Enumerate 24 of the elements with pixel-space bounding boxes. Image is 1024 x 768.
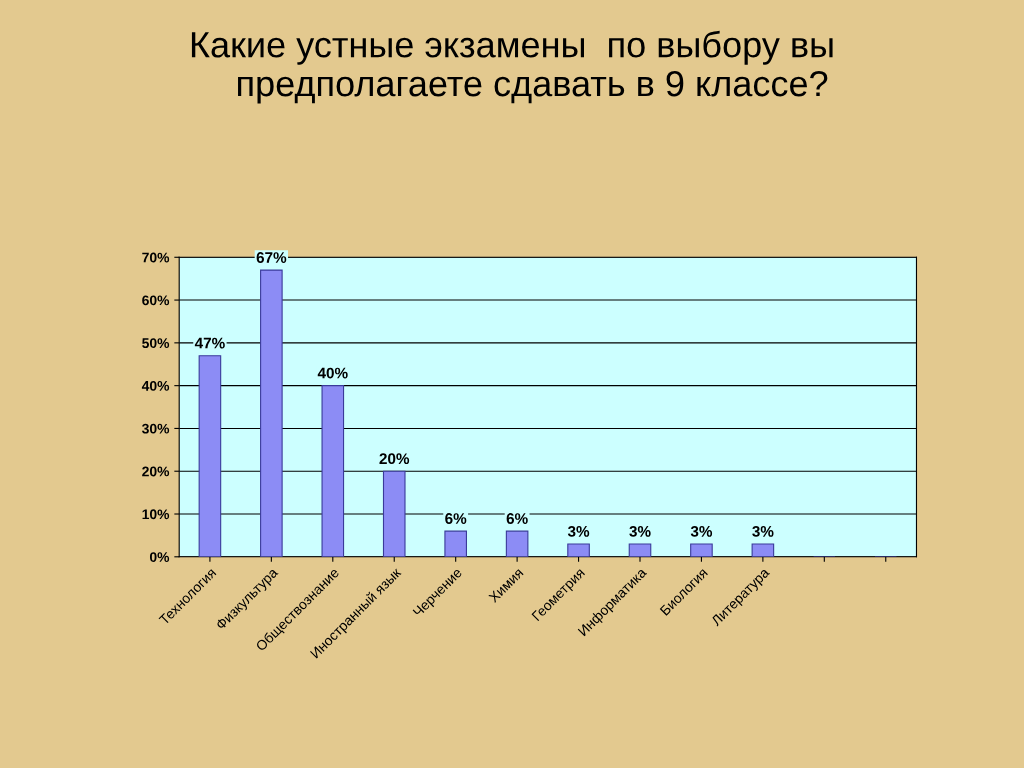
y-tick-label: 20% bbox=[142, 466, 170, 477]
chart-title: Какие устные экзамены по выбору вы предполагаете сдавать в 9 классе? bbox=[191, 30, 833, 104]
y-tick-label: 50% bbox=[142, 338, 170, 349]
data-label: 3% bbox=[752, 525, 774, 537]
y-tick-label: 70% bbox=[142, 252, 170, 263]
data-label: 67% bbox=[256, 252, 287, 263]
y-tick-label: 40% bbox=[141, 380, 170, 391]
data-label: 20% bbox=[379, 453, 410, 465]
data-label: 47% bbox=[194, 337, 225, 349]
bar bbox=[198, 355, 222, 557]
bar bbox=[321, 385, 345, 557]
y-tick-label: 0% bbox=[149, 552, 170, 562]
data-label: 40% bbox=[317, 367, 348, 379]
bar bbox=[260, 269, 283, 557]
data-label: 3% bbox=[690, 525, 713, 537]
data-label: 3% bbox=[629, 525, 651, 537]
y-tick-label: 60% bbox=[142, 295, 170, 306]
y-tick-label: 30% bbox=[142, 423, 170, 434]
data-label: 6% bbox=[506, 513, 528, 524]
bar bbox=[505, 530, 529, 557]
y-tick-label: 10% bbox=[142, 509, 170, 520]
data-label: 6% bbox=[445, 513, 467, 524]
bar bbox=[444, 530, 467, 557]
data-label: 3% bbox=[567, 525, 590, 537]
